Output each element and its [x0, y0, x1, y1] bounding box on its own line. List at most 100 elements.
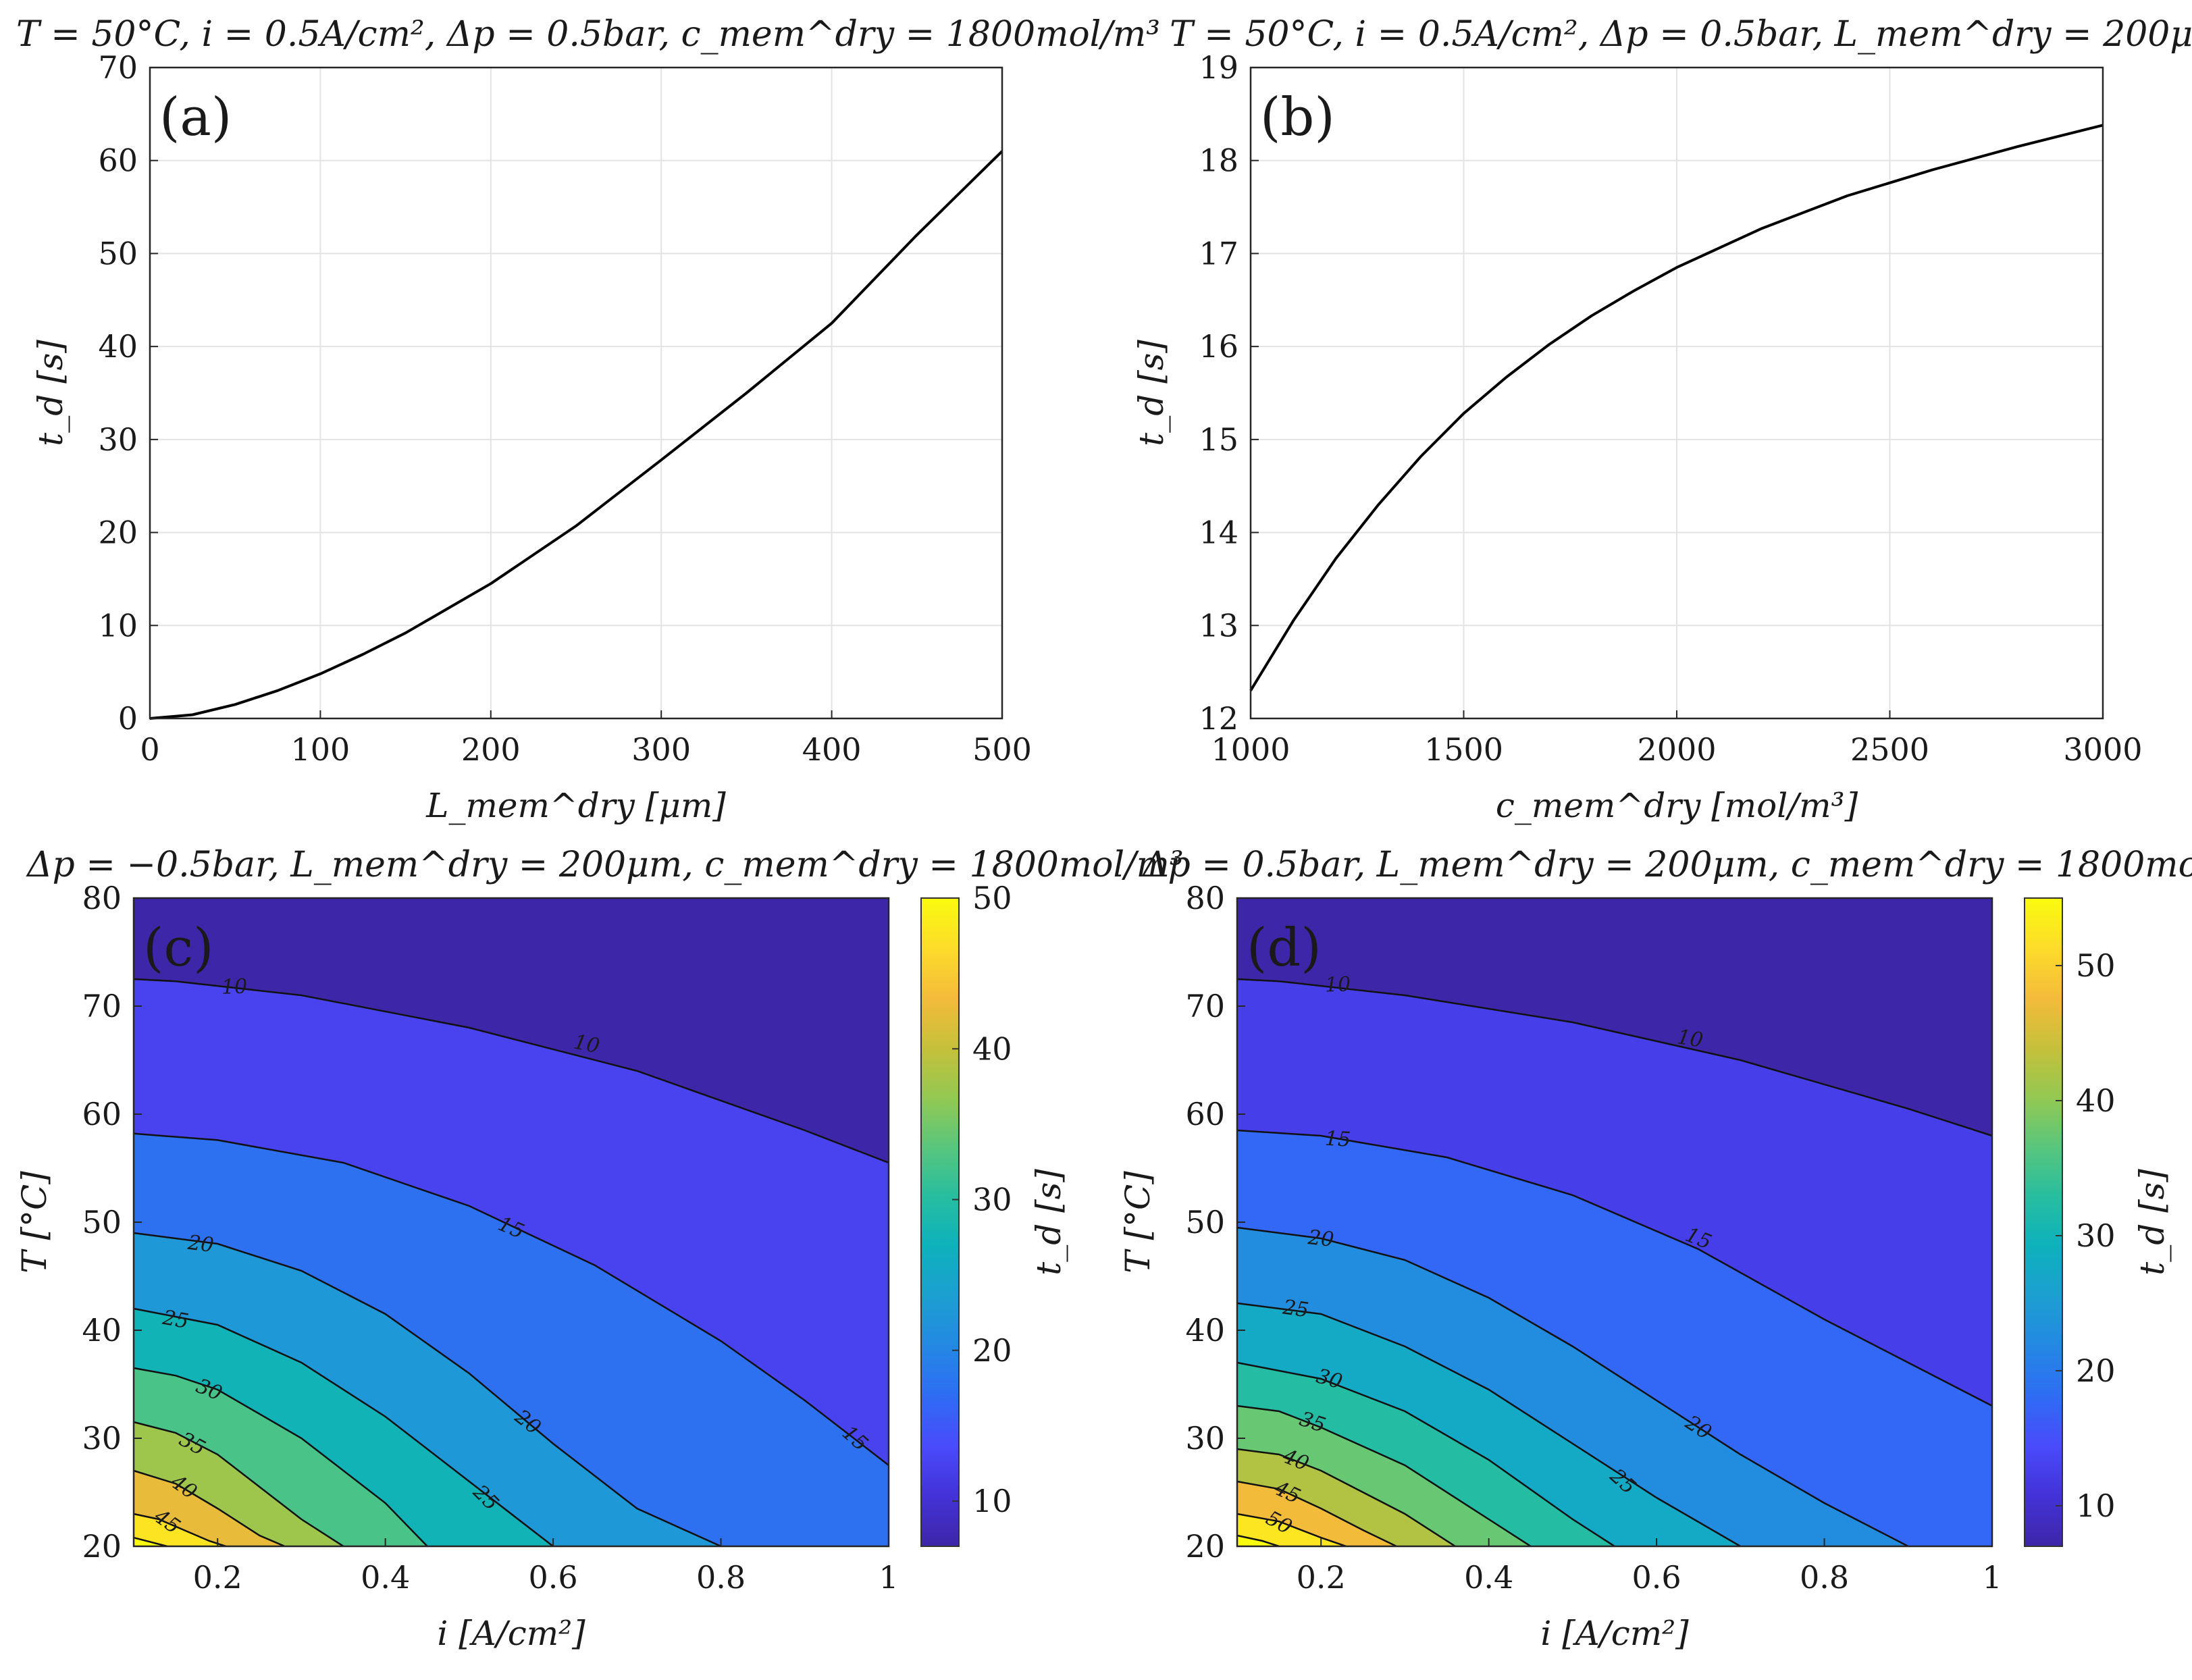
y-axis-label: t_d [s] — [31, 340, 70, 446]
y-axis-label: t_d [s] — [1132, 340, 1171, 446]
colorbar-tick-label: 10 — [972, 1483, 1012, 1519]
contour-label: 25 — [160, 1306, 190, 1334]
contour-line-30 — [1236, 1361, 1615, 1548]
x-tick-label: 400 — [802, 731, 862, 768]
colorbar-label: t_d [s] — [1029, 1169, 1068, 1276]
x-tick-label: 500 — [972, 731, 1032, 768]
y-tick-label: 50 — [98, 235, 138, 271]
contour-line-55 — [1236, 1534, 1280, 1548]
contour-line-45 — [133, 1513, 226, 1548]
colorbar — [2024, 897, 2063, 1547]
colorbar-tick-label: 20 — [2076, 1353, 2116, 1389]
contour-line-20 — [133, 1232, 722, 1548]
y-tick-label: 20 — [1185, 1528, 1225, 1565]
y-tick-label: 80 — [82, 880, 122, 916]
panel-d: Δp = 0.5bar, L_mem^dry = 200μm, c_mem^dr… — [1118, 845, 2192, 1653]
colorbar-tick-label: 10 — [2076, 1488, 2116, 1524]
contour-label: 25 — [1281, 1295, 1311, 1322]
colorbar-tick-label: 20 — [972, 1332, 1012, 1369]
contour-region-50 — [134, 1538, 167, 1546]
x-tick-label: 0.4 — [361, 1559, 410, 1596]
y-tick-label: 19 — [1199, 49, 1238, 86]
x-tick-label: 1 — [1982, 1559, 2002, 1596]
y-tick-label: 60 — [98, 142, 138, 179]
contour-line-50 — [133, 1536, 168, 1548]
contour-line-35 — [133, 1421, 344, 1548]
x-tick-label: 1 — [879, 1559, 898, 1596]
x-tick-label: 0.2 — [193, 1559, 242, 1596]
y-axis-label: T [°C] — [15, 1171, 54, 1274]
panel-c: Δp = −0.5bar, L_mem^dry = 200μm, c_mem^d… — [15, 845, 1184, 1653]
colorbar — [920, 897, 960, 1547]
y-tick-label: 40 — [98, 328, 138, 365]
y-tick-label: 70 — [1185, 988, 1225, 1024]
axes-frame — [149, 66, 1003, 720]
x-tick-label: 0.6 — [1632, 1559, 1681, 1596]
x-tick-label: 300 — [631, 731, 691, 768]
contour-line-10 — [1236, 978, 1993, 1137]
y-tick-label: 30 — [82, 1420, 122, 1456]
y-tick-label: 40 — [1185, 1312, 1225, 1348]
y-tick-label: 13 — [1199, 607, 1238, 644]
series-line-td — [1249, 124, 2104, 691]
y-tick-label: 20 — [98, 515, 138, 551]
y-tick-label: 30 — [98, 421, 138, 458]
contour-label: 10 — [1675, 1025, 1704, 1053]
colorbar-tick-label: 50 — [972, 880, 1012, 916]
y-tick-label: 80 — [1185, 880, 1225, 916]
x-tick-label: 1500 — [1424, 731, 1503, 768]
y-tick-label: 40 — [82, 1312, 122, 1348]
chart-title: T = 50°C, i = 0.5A/cm², Δp = 0.5bar, L_m… — [1170, 14, 2192, 55]
contour-label: 20 — [1306, 1226, 1335, 1252]
y-tick-label: 50 — [1185, 1204, 1225, 1240]
y-tick-label: 12 — [1199, 700, 1238, 737]
y-tick-label: 14 — [1199, 515, 1238, 551]
contour-line-20 — [1236, 1226, 1909, 1548]
x-tick-label: 1000 — [1211, 731, 1290, 768]
y-tick-label: 16 — [1199, 328, 1238, 365]
colorbar-tick-label: 30 — [2076, 1217, 2116, 1254]
colorbar-tick-label: 40 — [2076, 1082, 2116, 1119]
x-tick-label: 2000 — [1637, 731, 1716, 768]
panel-a: T = 50°C, i = 0.5A/cm², Δp = 0.5bar, c_m… — [16, 14, 1160, 825]
x-tick-label: 0.2 — [1297, 1559, 1346, 1596]
y-axis-label: T [°C] — [1118, 1171, 1157, 1274]
x-tick-label: 0.4 — [1464, 1559, 1513, 1596]
panel-b: T = 50°C, i = 0.5A/cm², Δp = 0.5bar, L_m… — [1132, 14, 2192, 825]
panel-label: (d) — [1247, 918, 1322, 978]
y-tick-label: 70 — [98, 49, 138, 86]
contour-label: 10 — [572, 1030, 602, 1059]
y-tick-label: 17 — [1199, 235, 1238, 271]
y-tick-label: 0 — [118, 700, 138, 737]
x-axis-label: c_mem^dry [mol/m³] — [1496, 786, 1858, 825]
x-tick-label: 0.6 — [529, 1559, 578, 1596]
contour-line-50 — [1236, 1513, 1347, 1548]
x-tick-label: 0 — [140, 731, 159, 768]
panel-label: (c) — [143, 918, 214, 978]
y-tick-label: 50 — [82, 1204, 122, 1240]
chart-title: Δp = 0.5bar, L_mem^dry = 200μm, c_mem^dr… — [1141, 845, 2192, 885]
chart-title: T = 50°C, i = 0.5A/cm², Δp = 0.5bar, c_m… — [16, 14, 1160, 55]
y-tick-label: 60 — [1185, 1096, 1225, 1132]
x-tick-label: 2500 — [1850, 731, 1929, 768]
contour-line-10 — [133, 978, 889, 1164]
x-axis-label: i [A/cm²] — [437, 1614, 585, 1653]
series-line-td — [149, 150, 1003, 720]
contour-region-50 — [1237, 1514, 1347, 1546]
x-tick-label: 200 — [461, 731, 521, 768]
contour-line-40 — [1236, 1448, 1456, 1548]
contour-line-25 — [133, 1307, 554, 1547]
contour-line-15 — [133, 1132, 889, 1466]
colorbar-label: t_d [s] — [2133, 1169, 2172, 1276]
colorbar-tick-label: 40 — [972, 1030, 1012, 1067]
y-tick-label: 15 — [1199, 421, 1238, 458]
contour-line-35 — [1236, 1405, 1532, 1548]
panel-label: (b) — [1260, 87, 1335, 148]
contour-line-15 — [1236, 1129, 1993, 1407]
panel-label: (a) — [159, 87, 232, 148]
y-tick-label: 18 — [1199, 142, 1238, 179]
contour-label: 15 — [1324, 1127, 1351, 1152]
x-axis-label: i [A/cm²] — [1540, 1614, 1689, 1653]
x-tick-label: 0.8 — [696, 1559, 746, 1596]
contour-line-40 — [133, 1469, 286, 1548]
